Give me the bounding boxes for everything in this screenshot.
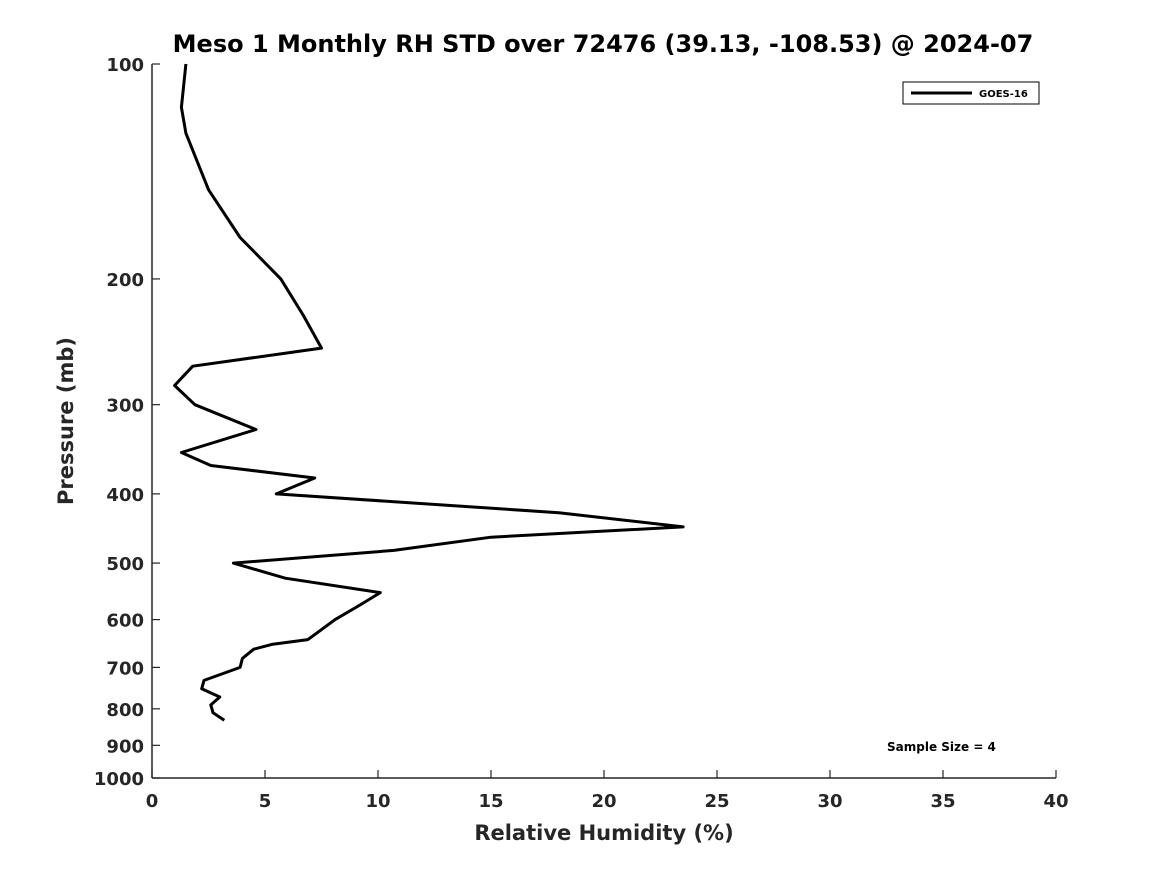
y-tick-label: 800 [106, 700, 144, 721]
x-tick-label: 35 [930, 791, 955, 812]
x-axis-label: Relative Humidity (%) [474, 821, 733, 845]
series-line-goes-16 [173, 63, 685, 722]
y-tick-label: 600 [106, 611, 144, 632]
y-tick-label: 200 [106, 270, 144, 291]
x-axis-ticks: 0 5 10 15 20 25 30 35 40 [146, 770, 1069, 812]
series-lines [173, 63, 685, 722]
axes [151, 64, 1056, 779]
legend: GOES-16 [902, 81, 1040, 105]
y-tick-label: 1000 [94, 769, 144, 790]
x-tick-label: 10 [365, 791, 390, 812]
x-tick-label: 15 [478, 791, 503, 812]
chart-title: Meso 1 Monthly RH STD over 72476 (39.13,… [173, 30, 1034, 58]
y-tick-label: 700 [106, 658, 144, 679]
y-tick-label: 900 [106, 736, 144, 757]
y-axis-label: Pressure (mb) [54, 337, 78, 505]
x-tick-label: 0 [146, 791, 159, 812]
sample-size-annotation: Sample Size = 4 [887, 740, 996, 754]
y-tick-label: 300 [106, 396, 144, 417]
y-tick-label: 500 [106, 554, 144, 575]
x-tick-label: 25 [704, 791, 729, 812]
legend-label: GOES-16 [979, 89, 1028, 100]
x-tick-label: 20 [591, 791, 616, 812]
y-tick-label: 400 [106, 485, 144, 506]
x-tick-label: 30 [817, 791, 842, 812]
y-tick-label: 100 [106, 55, 144, 76]
y-axis-ticks: 100 200 300 400 500 600 700 800 900 1000 [94, 55, 160, 790]
x-tick-label: 5 [259, 791, 272, 812]
x-tick-label: 40 [1043, 791, 1068, 812]
